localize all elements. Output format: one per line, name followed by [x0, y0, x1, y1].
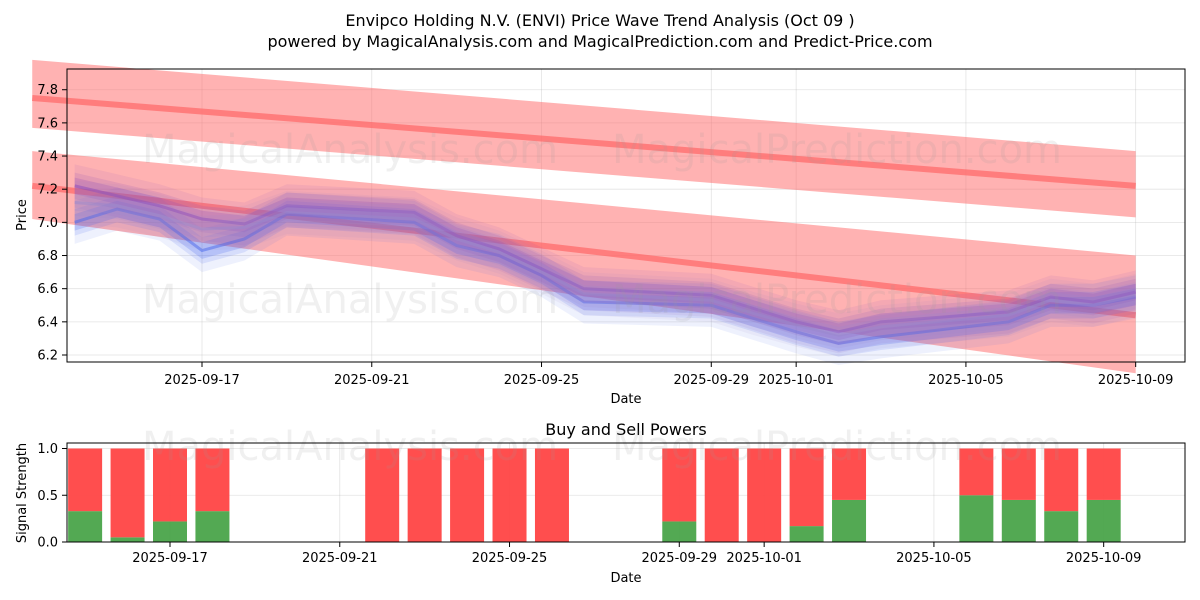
- price-y-tick-label-6: 7.4: [37, 150, 58, 165]
- sell-bar-2: [110, 448, 145, 538]
- price-x-tick-label-3: 2025-09-29: [673, 373, 749, 388]
- watermark-4: MagicalPrediction.com: [612, 277, 1062, 323]
- wave-1-band-1: [74, 187, 1136, 365]
- sell-bar-13: [789, 448, 824, 527]
- signal-y-tick-label-1: 0.5: [37, 489, 58, 504]
- price-x-tick-label-6: 2025-10-09: [1098, 373, 1174, 388]
- signal-x-tick-label-3: 2025-09-29: [641, 551, 717, 566]
- price-y-tick-label-4: 7.0: [37, 216, 58, 231]
- buy-bar-17: [1044, 511, 1079, 542]
- chart-title: Envipco Holding N.V. (ENVI) Price Wave T…: [345, 11, 854, 30]
- buy-bar-16: [1001, 499, 1036, 542]
- signal-x-tick-label-2: 2025-09-25: [472, 551, 548, 566]
- price-y-tick-label-8: 7.8: [37, 83, 58, 98]
- signal-panel-frame: [66, 442, 1186, 543]
- signal-panel-title: Buy and Sell Powers: [545, 420, 707, 439]
- signal-x-tick-label-6: 2025-10-09: [1066, 551, 1142, 566]
- sell-bar-1: [68, 448, 103, 512]
- sell-bar-16: [1001, 448, 1036, 500]
- buy-bar-15: [959, 495, 994, 542]
- sell-bar-9: [534, 448, 569, 542]
- signal-y-tick-label-0: 0.0: [37, 536, 58, 551]
- price-y-tick-label-0: 6.2: [37, 349, 58, 364]
- watermark-2: MagicalPrediction.com: [612, 127, 1062, 173]
- wave-3-line: [74, 200, 1137, 337]
- price-y-ticks: 6.2 6.4 6.6 6.8 7.0 7.2 7.4 7.6 7.8: [37, 83, 67, 364]
- buy-bar-1: [68, 511, 103, 542]
- price-x-tick-label-5: 2025-10-05: [928, 373, 1004, 388]
- signal-x-tick-label-1: 2025-09-21: [302, 551, 378, 566]
- price-x-tick-label-4: 2025-10-01: [758, 373, 834, 388]
- price-y-tick-label-2: 6.6: [37, 282, 58, 297]
- sell-bar-4: [195, 448, 230, 512]
- price-y-tick-label-5: 7.2: [37, 183, 58, 198]
- trend-channel-1: [32, 59, 1136, 218]
- sell-bar-15: [959, 448, 994, 496]
- sell-bar-3: [153, 448, 187, 522]
- signal-x-ticks: 2025-09-17 2025-09-21 2025-09-25 2025-09-29…: [132, 542, 1141, 566]
- signal-x-tick-label-0: 2025-09-17: [132, 551, 208, 566]
- sell-bar-8: [492, 448, 527, 542]
- wave-2-line: [74, 184, 1137, 334]
- sell-bar-5: [365, 448, 400, 542]
- buy-bar-2: [110, 537, 145, 542]
- price-x-tick-label-0: 2025-09-17: [164, 373, 240, 388]
- trend-channel-center-1: [32, 95, 1136, 189]
- buy-bar-10: [662, 521, 697, 542]
- sell-bar-11: [704, 448, 739, 542]
- watermark-3: MagicalAnalysis.com: [142, 277, 558, 323]
- sell-bar-10: [662, 448, 697, 522]
- watermark-6: MagicalPrediction.com: [612, 424, 1062, 470]
- price-y-tick-label-1: 6.4: [37, 315, 58, 330]
- price-x-tick-label-1: 2025-09-21: [334, 373, 410, 388]
- sell-bar-7: [450, 448, 485, 542]
- buy-bar-3: [153, 521, 187, 542]
- price-y-tick-label-7: 7.6: [37, 116, 58, 131]
- watermark-1: MagicalAnalysis.com: [142, 127, 558, 173]
- wave-2-band-1: [74, 164, 1136, 354]
- signal-y-axis-label: Signal Strength: [15, 443, 30, 543]
- trend-channel-center-2: [31, 182, 1137, 319]
- price-panel: MagicalAnalysis.com MagicalPrediction.co…: [15, 59, 1186, 407]
- signal-y-tick-label-2: 1.0: [37, 442, 58, 457]
- wave-3-band-1: [74, 180, 1136, 357]
- sell-bar-12: [747, 448, 782, 542]
- wave-1-line: [74, 207, 1136, 345]
- signal-panel: Buy and Sell Powers MagicalAnalysis.com …: [15, 420, 1186, 586]
- sell-bar-6: [407, 448, 442, 542]
- buy-bar-18: [1086, 499, 1121, 542]
- sell-bar-14: [832, 448, 867, 500]
- signal-x-tick-label-4: 2025-10-01: [726, 551, 802, 566]
- price-y-tick-label-3: 6.8: [37, 249, 58, 264]
- buy-bar-4: [195, 511, 230, 542]
- signal-panel-background: [67, 443, 1185, 542]
- price-y-axis-label: Price: [15, 199, 30, 231]
- chart-subtitle: powered by MagicalAnalysis.com and Magic…: [267, 32, 932, 51]
- watermark-5: MagicalAnalysis.com: [142, 424, 558, 470]
- buy-bar-13: [789, 526, 824, 542]
- price-x-axis-label: Date: [610, 392, 641, 407]
- price-panel-frame: [66, 68, 1186, 363]
- signal-bars: [68, 448, 1121, 542]
- signal-x-tick-label-5: 2025-10-05: [896, 551, 972, 566]
- sell-bar-17: [1044, 448, 1079, 512]
- signal-x-axis-label: Date: [610, 571, 641, 586]
- price-x-ticks: 2025-09-17 2025-09-21 2025-09-25 2025-09-29…: [164, 362, 1173, 388]
- buy-bar-14: [832, 499, 867, 542]
- price-x-tick-label-2: 2025-09-25: [504, 373, 580, 388]
- signal-y-ticks: 0.0 0.5 1.0: [37, 442, 67, 551]
- sell-bar-18: [1086, 448, 1121, 500]
- price-wave-series: [74, 164, 1137, 365]
